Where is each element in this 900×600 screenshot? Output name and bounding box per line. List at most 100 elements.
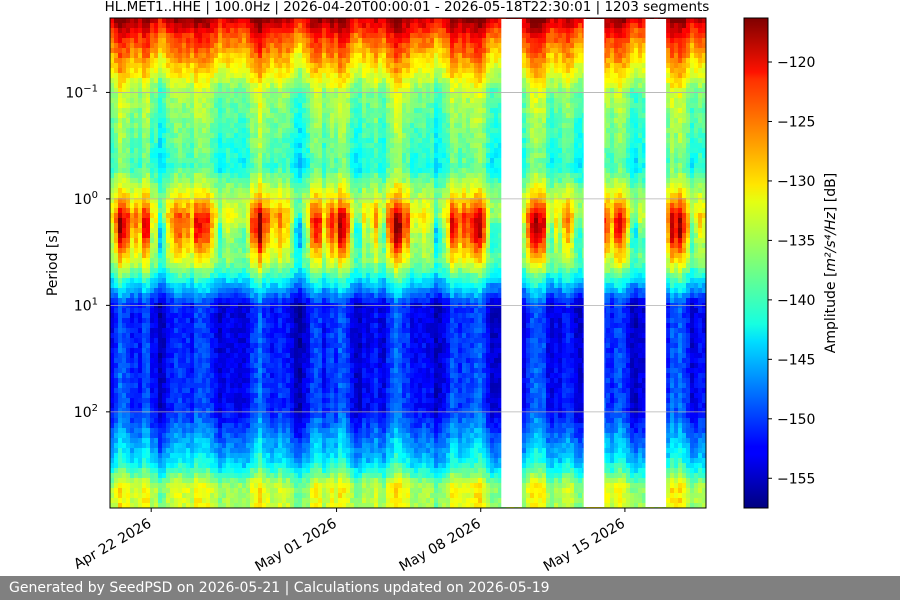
heatmap-cell (270, 273, 275, 279)
heatmap-cell (294, 393, 299, 399)
heatmap-cell (170, 263, 175, 269)
heatmap-cell (118, 123, 123, 129)
heatmap-cell (206, 43, 211, 49)
heatmap-cell (274, 173, 279, 179)
heatmap-cell (194, 118, 199, 124)
heatmap-cell (142, 153, 147, 159)
heatmap-cell (310, 313, 315, 319)
heatmap-cell (126, 283, 131, 289)
heatmap-cell (278, 213, 283, 219)
heatmap-cell (214, 128, 219, 134)
heatmap-cell (306, 493, 311, 499)
heatmap-cell (286, 343, 291, 349)
heatmap-cell (210, 28, 215, 34)
heatmap-cell (146, 133, 151, 139)
heatmap-cell (130, 273, 135, 279)
heatmap-cell (154, 183, 159, 189)
heatmap-cell (222, 118, 227, 124)
heatmap-cell (202, 273, 207, 279)
heatmap-cell (126, 228, 131, 234)
heatmap-cell (254, 273, 259, 279)
heatmap-cell (110, 168, 115, 174)
heatmap-cell (234, 458, 239, 464)
heatmap-cell (210, 408, 215, 414)
heatmap-cell (182, 273, 187, 279)
heatmap-cell (178, 443, 183, 449)
heatmap-cell (218, 313, 223, 319)
heatmap-cell (302, 153, 307, 159)
heatmap-cell (250, 448, 255, 454)
heatmap-cell (258, 493, 263, 499)
heatmap-cell (226, 428, 231, 434)
heatmap-cell (206, 193, 211, 199)
heatmap-cell (234, 48, 239, 54)
heatmap-cell (174, 143, 179, 149)
heatmap-cell (218, 183, 223, 189)
heatmap-cell (182, 368, 187, 374)
heatmap-cell (178, 353, 183, 359)
heatmap-cell (154, 333, 159, 339)
heatmap-cell (234, 478, 239, 484)
heatmap-cell (226, 123, 231, 129)
heatmap-cell (138, 138, 143, 144)
heatmap-cell (194, 268, 199, 274)
heatmap-cell (182, 103, 187, 109)
heatmap-cell (230, 388, 235, 394)
heatmap-cell (154, 353, 159, 359)
heatmap-cell (226, 38, 231, 44)
heatmap-cell (162, 283, 167, 289)
heatmap-cell (294, 243, 299, 249)
heatmap-cell (294, 48, 299, 54)
heatmap-cell (126, 43, 131, 49)
heatmap-cell (114, 193, 119, 199)
heatmap-cell (150, 83, 155, 89)
heatmap-cell (178, 328, 183, 334)
heatmap-cell (194, 63, 199, 69)
heatmap-cell (218, 163, 223, 169)
heatmap-cell (234, 283, 239, 289)
heatmap-cell (278, 203, 283, 209)
heatmap-cell (182, 88, 187, 94)
heatmap-cell (134, 448, 139, 454)
heatmap-cell (298, 348, 303, 354)
heatmap-cell (130, 308, 135, 314)
heatmap-cell (262, 198, 267, 204)
heatmap-cell (234, 368, 239, 374)
heatmap-cell (146, 503, 151, 508)
heatmap-cell (290, 433, 295, 439)
heatmap-cell (186, 113, 191, 119)
heatmap-cell (286, 438, 291, 444)
heatmap-cell (174, 363, 179, 369)
heatmap-cell (154, 138, 159, 144)
heatmap-cell (226, 58, 231, 64)
heatmap-cell (186, 383, 191, 389)
heatmap-cell (198, 333, 203, 339)
heatmap-cell (266, 183, 271, 189)
heatmap-cell (226, 248, 231, 254)
heatmap-cell (146, 313, 151, 319)
heatmap-cell (242, 323, 247, 329)
heatmap-cell (294, 288, 299, 294)
heatmap-cell (274, 438, 279, 444)
heatmap-cell (270, 113, 275, 119)
heatmap-cell (262, 468, 267, 474)
heatmap-cell (158, 253, 163, 259)
heatmap-cell (162, 83, 167, 89)
heatmap-cell (238, 268, 243, 274)
heatmap-cell (150, 33, 155, 39)
heatmap-cell (170, 113, 175, 119)
heatmap-cell (190, 418, 195, 424)
heatmap-cell (310, 28, 315, 34)
heatmap-cell (138, 28, 143, 34)
heatmap-cell (198, 463, 203, 469)
heatmap-cell (274, 408, 279, 414)
heatmap-cell (122, 393, 127, 399)
heatmap-cell (206, 158, 211, 164)
heatmap-cell (118, 158, 123, 164)
heatmap-cell (218, 428, 223, 434)
heatmap-cell (274, 378, 279, 384)
heatmap-cell (206, 483, 211, 489)
heatmap-cell (302, 233, 307, 239)
heatmap-cell (238, 248, 243, 254)
heatmap-cell (150, 183, 155, 189)
